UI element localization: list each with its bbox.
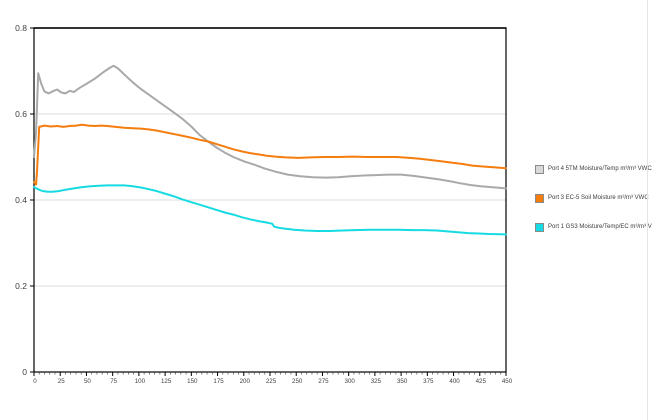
svg-text:75: 75 (110, 378, 117, 385)
svg-text:275: 275 (318, 378, 329, 385)
legend-swatch-port4-icon (535, 164, 544, 174)
svg-text:0.6: 0.6 (15, 109, 27, 119)
svg-text:0.2: 0.2 (15, 281, 27, 291)
svg-text:450: 450 (502, 378, 513, 385)
series-line-1 (33, 123, 507, 186)
svg-text:100: 100 (135, 378, 146, 385)
svg-text:425: 425 (476, 378, 487, 385)
svg-text:0.4: 0.4 (15, 195, 27, 205)
svg-text:150: 150 (187, 378, 198, 385)
series-line-2 (33, 184, 507, 236)
series-line-0 (33, 64, 507, 190)
legend-label-port3: Port 3 EC-5 Soil Moisture m³/m³ VWC (548, 195, 649, 201)
svg-text:125: 125 (161, 378, 172, 385)
panel-divider (647, 0, 648, 420)
y-gridlines (34, 113, 506, 287)
legend: Port 4 5TM Moisture/Temp m³/m³ VWC Port … (535, 163, 652, 250)
legend-swatch-port3-icon (535, 193, 544, 203)
svg-text:25: 25 (58, 378, 65, 385)
legend-item-port3[interactable]: Port 3 EC-5 Soil Moisture m³/m³ VWC (535, 192, 649, 204)
svg-text:250: 250 (292, 378, 303, 385)
x-minor-ticks (38, 372, 502, 375)
x-axis-labels: 0 25 50 75 100 125 150 175 200 225 250 275 300 325 350… (33, 372, 513, 385)
svg-text:50: 50 (84, 378, 91, 385)
svg-text:350: 350 (397, 378, 408, 385)
svg-text:200: 200 (240, 378, 251, 385)
legend-label-port4: Port 4 5TM Moisture/Temp m³/m³ VWC (548, 166, 652, 172)
svg-text:0: 0 (33, 378, 37, 385)
legend-swatch-port1-icon (535, 222, 544, 232)
legend-item-port4[interactable]: Port 4 5TM Moisture/Temp m³/m³ VWC (535, 163, 652, 175)
legend-label-port1: Port 1 GS3 Moisture/Temp/EC m³/m³ V (548, 224, 652, 230)
svg-text:400: 400 (449, 378, 460, 385)
svg-text:225: 225 (266, 378, 277, 385)
y-axis-labels: 0 0.2 0.4 0.6 0.8 (15, 23, 34, 377)
svg-text:300: 300 (345, 378, 356, 385)
svg-text:0: 0 (22, 367, 27, 377)
svg-text:375: 375 (423, 378, 434, 385)
svg-text:175: 175 (213, 378, 224, 385)
svg-text:325: 325 (371, 378, 382, 385)
svg-text:0.8: 0.8 (15, 23, 27, 33)
legend-item-port1[interactable]: Port 1 GS3 Moisture/Temp/EC m³/m³ V (535, 221, 652, 233)
